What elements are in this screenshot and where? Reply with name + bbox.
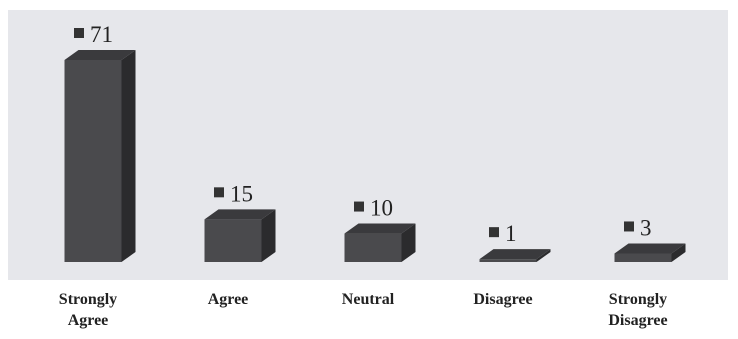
bar-top-strongly-agree [64,50,136,60]
value-label-agree: 15 [230,181,253,206]
bars-group [64,50,686,262]
value-label-strongly-agree: 71 [90,22,113,47]
category-label-line: Disagree [473,291,533,308]
bar-front-strongly-agree [64,60,122,262]
category-label-disagree: Disagree [428,289,578,310]
bar-front-agree [204,219,262,262]
bar-side-strongly-agree [121,50,136,262]
category-label-line: Agree [207,291,249,308]
category-label-line: Strongly [608,291,668,308]
category-label-line: Agree [67,312,109,329]
bar-neutral [344,223,416,262]
bar-front-strongly-disagree [614,253,672,262]
bar-front-neutral [344,233,402,262]
value-label-marker-agree [214,187,224,198]
value-label-disagree: 1 [505,221,517,246]
category-label-strongly-agree: Strongly Agree [13,289,163,331]
category-label-line: Disagree [608,312,668,329]
category-label-line: Strongly [58,291,118,308]
value-label-marker-neutral [354,201,364,212]
value-labels-group: 71 15 10 1 3 [74,22,652,246]
bar-top-disagree [479,249,551,260]
bar-agree [204,209,276,262]
bar-strongly-agree [64,50,136,262]
value-label-marker-disagree [489,227,499,238]
bar-top-neutral [344,223,416,234]
category-label-neutral: Neutral [293,289,443,310]
bar-side-strongly-disagree [671,243,686,262]
category-label-line: Neutral [341,291,395,308]
value-label-strongly-disagree: 3 [640,215,652,240]
bar-front-disagree [479,259,537,262]
value-label-marker-strongly-disagree [624,221,634,232]
value-label-neutral: 10 [370,196,393,221]
category-label-agree: Agree [153,289,303,310]
bar-top-strongly-disagree [614,243,686,254]
bar-strongly-disagree [614,243,686,262]
bar-side-neutral [401,223,416,262]
category-label-strongly-disagree: Strongly Disagree [563,289,713,331]
bar-disagree [479,249,551,262]
bar-side-disagree [536,249,551,262]
bar-top-agree [204,209,276,220]
value-label-marker-strongly-agree [74,28,84,38]
bar-side-agree [261,209,276,262]
